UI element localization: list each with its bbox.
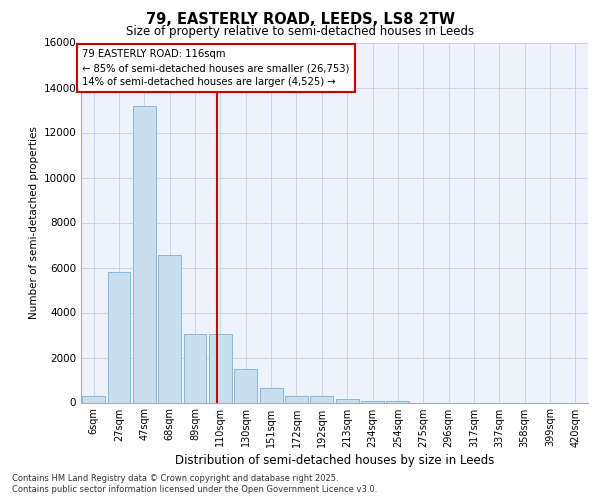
Text: 79 EASTERLY ROAD: 116sqm
← 85% of semi-detached houses are smaller (26,753)
14% : 79 EASTERLY ROAD: 116sqm ← 85% of semi-d… xyxy=(82,50,350,87)
Bar xyxy=(235,369,257,402)
Bar xyxy=(285,396,308,402)
Bar xyxy=(386,400,409,402)
X-axis label: Distribution of semi-detached houses by size in Leeds: Distribution of semi-detached houses by … xyxy=(175,454,494,467)
Bar xyxy=(133,106,156,403)
Text: Size of property relative to semi-detached houses in Leeds: Size of property relative to semi-detach… xyxy=(126,25,474,38)
Bar xyxy=(107,272,130,402)
Text: Contains public sector information licensed under the Open Government Licence v3: Contains public sector information licen… xyxy=(12,485,377,494)
Text: 79, EASTERLY ROAD, LEEDS, LS8 2TW: 79, EASTERLY ROAD, LEEDS, LS8 2TW xyxy=(146,12,455,28)
Bar xyxy=(82,396,105,402)
Bar xyxy=(184,334,206,402)
Bar xyxy=(158,255,181,402)
Text: Contains HM Land Registry data © Crown copyright and database right 2025.: Contains HM Land Registry data © Crown c… xyxy=(12,474,338,483)
Bar xyxy=(209,334,232,402)
Bar xyxy=(336,399,359,402)
Bar xyxy=(361,401,384,402)
Bar xyxy=(260,388,283,402)
Bar xyxy=(310,396,333,402)
Y-axis label: Number of semi-detached properties: Number of semi-detached properties xyxy=(29,126,39,319)
